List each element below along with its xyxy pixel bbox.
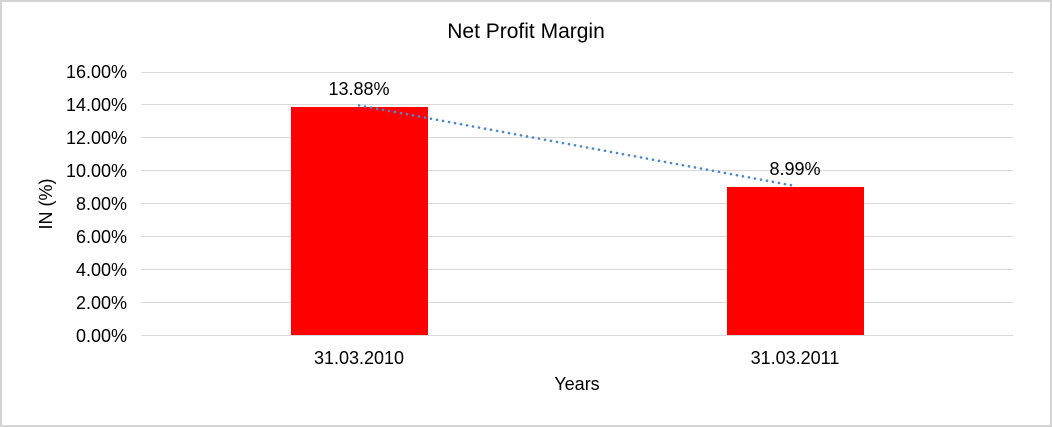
gridline: [141, 335, 1013, 336]
x-category-label: 31.03.2011: [750, 347, 840, 368]
x-axis-title: Years: [554, 374, 600, 394]
gridline: [141, 71, 1013, 73]
x-category-label: 31.03.2010: [313, 347, 405, 368]
y-tick-label: 0.00%: [75, 325, 127, 346]
y-tick-label: 8.00%: [75, 193, 127, 214]
y-tick-label: 4.00%: [75, 259, 127, 280]
y-tick-label: 6.00%: [75, 226, 127, 247]
bar-31.03.2010: [290, 106, 428, 336]
y-tick-label: 12.00%: [65, 127, 127, 148]
y-tick-label: 2.00%: [75, 292, 127, 313]
y-tick-label: 16.00%: [65, 62, 127, 82]
data-label: 8.99%: [769, 159, 821, 180]
chart-title: Net Profit Margin: [447, 20, 605, 43]
y-tick-label: 14.00%: [65, 94, 127, 115]
gridline: [141, 269, 1013, 271]
bar-31.03.2011: [726, 187, 864, 336]
gridline: [141, 236, 1013, 238]
y-tick-label: 10.00%: [65, 160, 127, 181]
gridline: [141, 302, 1013, 304]
gridline: [141, 203, 1013, 205]
data-label: 13.88%: [328, 78, 390, 99]
